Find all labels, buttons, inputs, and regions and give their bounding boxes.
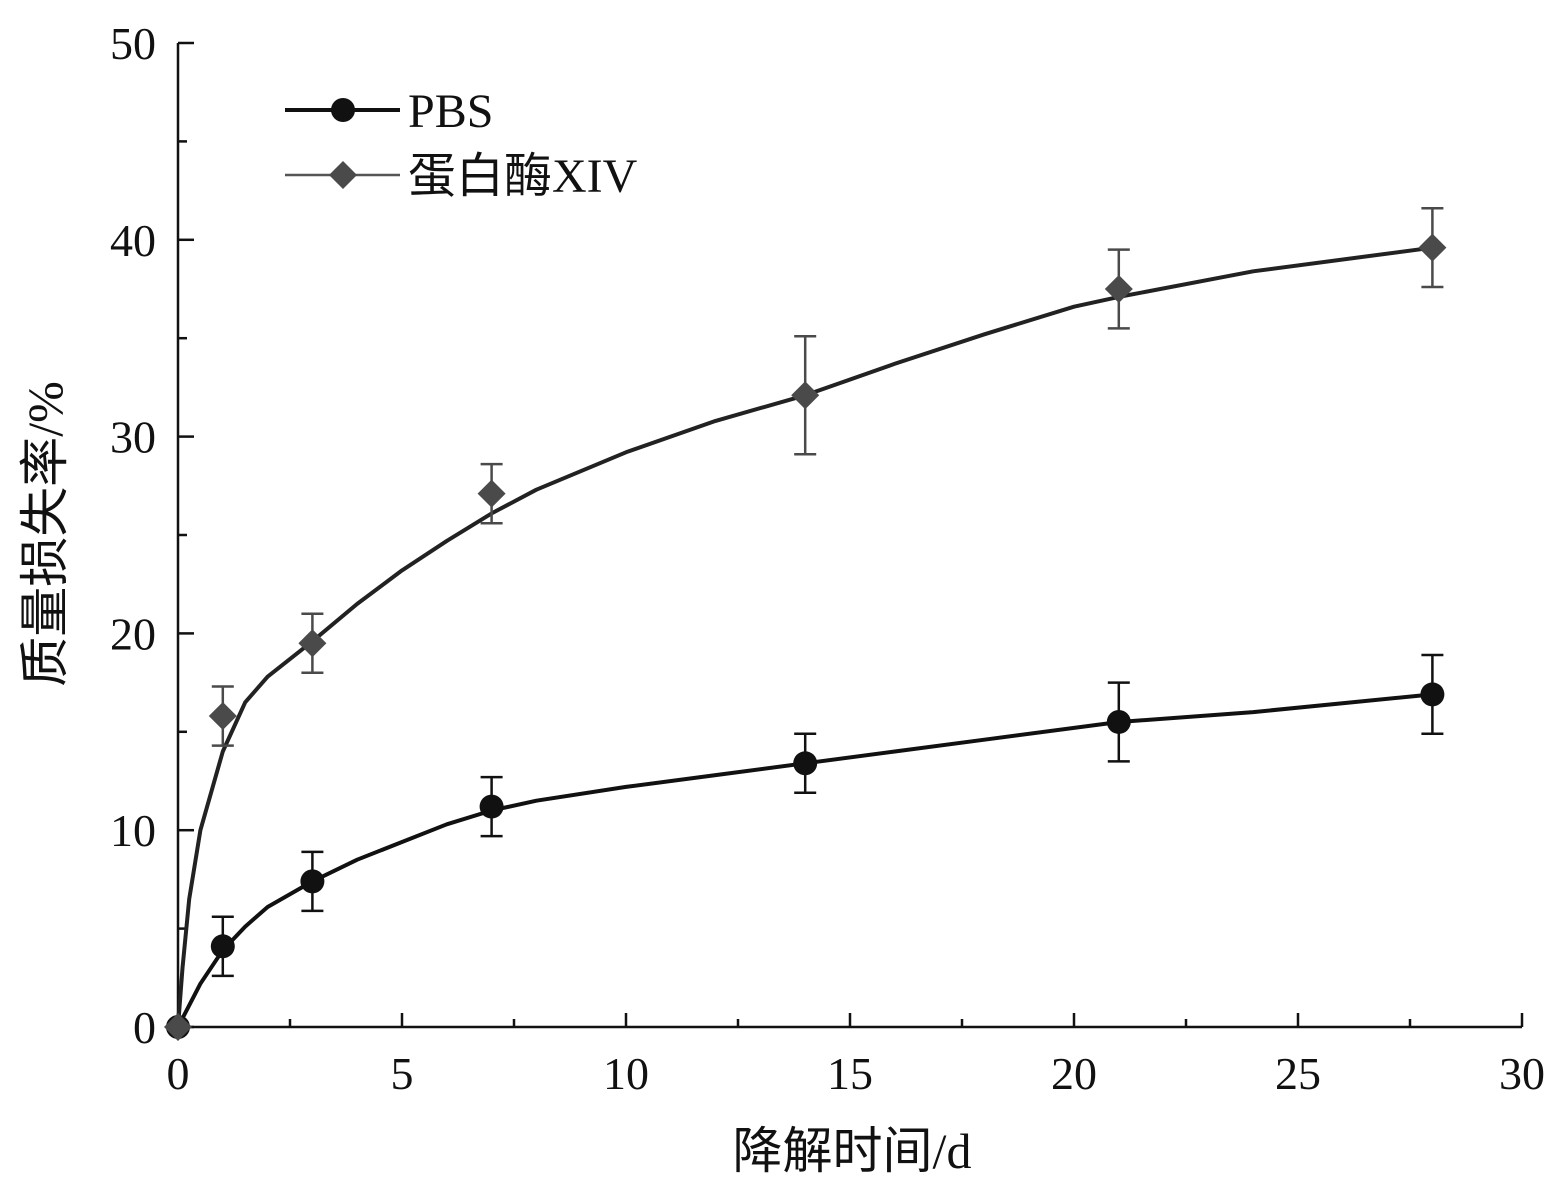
data-point <box>1420 682 1445 707</box>
data-point <box>1418 233 1447 262</box>
y-tick-label-30: 30 <box>110 412 156 463</box>
data-point <box>479 794 504 819</box>
y-tick-label-50: 50 <box>110 18 156 69</box>
data-point <box>298 629 327 658</box>
legend: PBS 蛋白酶XIV <box>285 85 638 203</box>
legend-marker <box>331 98 355 122</box>
series-1 <box>164 207 1447 1041</box>
legend-label: 蛋白酶XIV <box>408 150 638 203</box>
x-tick-label-25: 25 <box>1275 1048 1321 1099</box>
legend-marker <box>329 161 357 189</box>
legend-item-0: PBS <box>285 85 493 138</box>
series-0 <box>166 653 1445 1039</box>
data-point <box>164 1013 192 1041</box>
data-point <box>210 934 235 959</box>
data-point <box>1106 709 1131 734</box>
y-axis-title: 质量损失率/% <box>17 381 73 687</box>
y-tick-label-40: 40 <box>110 215 156 266</box>
data-point <box>300 869 325 894</box>
data-point <box>1104 275 1133 303</box>
x-tick-label-20: 20 <box>1051 1048 1097 1099</box>
data-point <box>477 479 506 508</box>
x-tick-label-5: 5 <box>391 1048 414 1099</box>
y-tick-label-20: 20 <box>110 608 156 659</box>
series-curve-1 <box>176 245 1433 1028</box>
legend-label: PBS <box>408 85 493 138</box>
y-tick-label-10: 10 <box>110 805 156 856</box>
x-tick-label-10: 10 <box>603 1048 649 1099</box>
data-point <box>208 702 237 731</box>
data-point <box>793 751 818 776</box>
data-point <box>791 381 820 410</box>
y-tick-label-0: 0 <box>133 1002 156 1053</box>
axes: 0 5 10 15 20 25 30 0 10 20 30 40 50 <box>110 18 1545 1099</box>
x-axis-title: 降解时间/d <box>733 1123 972 1179</box>
series-layer <box>164 207 1447 1041</box>
x-tick-label-30: 30 <box>1499 1048 1545 1099</box>
legend-item-1: 蛋白酶XIV <box>285 150 638 203</box>
x-tick-label-0: 0 <box>167 1048 190 1099</box>
x-tick-label-15: 15 <box>827 1048 873 1099</box>
